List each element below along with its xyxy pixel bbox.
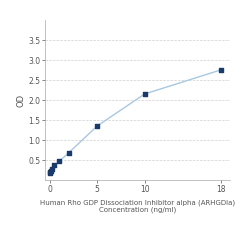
Point: [48, 171, 52, 175]
Point: [50, 167, 54, 171]
Point: [57, 159, 61, 163]
Point: [49, 169, 53, 173]
Point: [95, 124, 99, 128]
Point: [52, 163, 56, 167]
Point: [67, 151, 71, 155]
X-axis label: Human Rho GDP Dissociation Inhibitor alpha (ARHGDIa)
Concentration (ng/ml): Human Rho GDP Dissociation Inhibitor alp…: [40, 200, 235, 213]
Y-axis label: OD: OD: [16, 94, 25, 106]
Point: [218, 68, 222, 72]
Point: [142, 92, 146, 96]
Point: [48, 170, 52, 174]
